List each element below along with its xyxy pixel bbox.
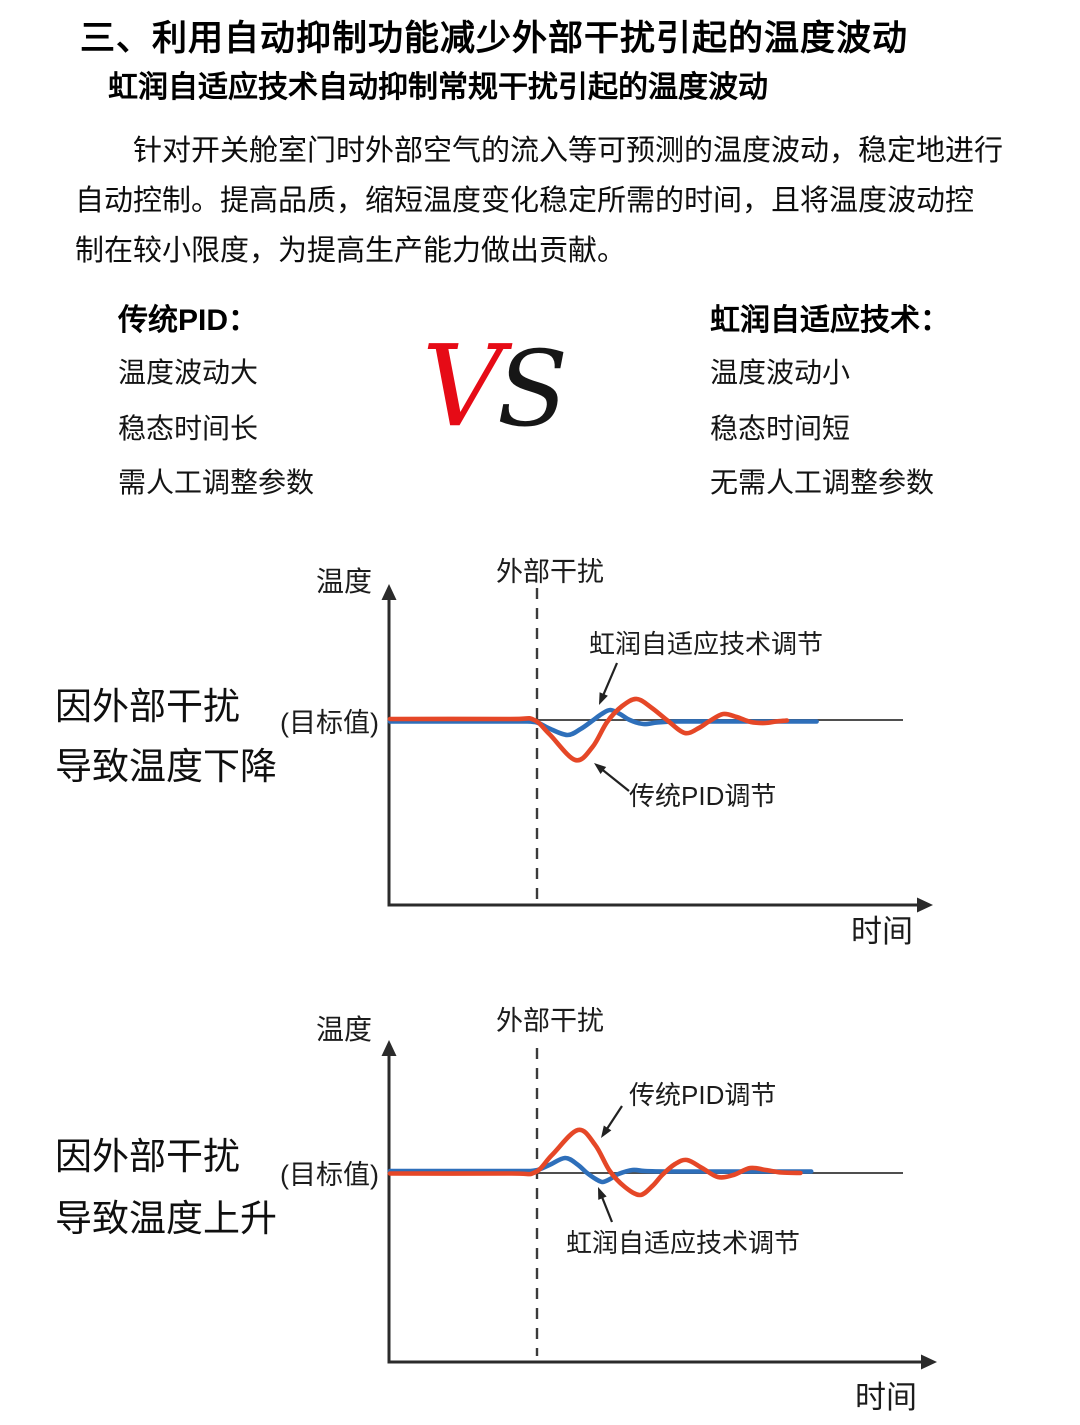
- annotation-arrow-line: [599, 1193, 614, 1223]
- traditional-pid-item: 稳态时间长: [118, 413, 259, 444]
- traditional-pid-heading: 传统PID：: [118, 304, 259, 337]
- adaptive-tech-item: 稳态时间短: [710, 413, 851, 444]
- chart2-pid-series-label: 传统PID调节: [629, 1080, 777, 1110]
- y-axis-arrowhead: [381, 1040, 397, 1056]
- chart2-side-caption-line1: 因外部干扰: [55, 1136, 240, 1177]
- annotation-arrow-line: [600, 662, 619, 699]
- intro-paragraph: 针对开关舱室门时外部空气的流入等可预测的温度波动，稳定地进行 自动控制。提高品质…: [75, 126, 1025, 276]
- chart1-side-caption-line2: 导致温度下降: [55, 746, 277, 787]
- vs-letter-s: S: [496, 328, 569, 450]
- pid-curve: [387, 1127, 803, 1198]
- annotation-arrow-head: [594, 763, 607, 775]
- intro-paragraph-line: 针对开关舱室门时外部空气的流入等可预测的温度波动，稳定地进行: [133, 135, 1004, 167]
- page-title: 三、利用自动抑制功能减少外部干扰引起的温度波动: [80, 19, 909, 58]
- chart1-pid-series-label: 传统PID调节: [629, 781, 777, 811]
- chart2-target-value-label: (目标值): [280, 1160, 379, 1190]
- annotation-arrow-head: [598, 1187, 607, 1200]
- adaptive-tech-heading: 虹润自适应技术：: [710, 304, 950, 337]
- intro-paragraph-line: 制在较小限度，为提高生产能力做出贡献。: [75, 235, 627, 267]
- chart1-x-axis-label: 时间: [851, 914, 913, 949]
- y-axis-arrowhead: [381, 584, 397, 600]
- chart2-side-caption-line2: 导致温度上升: [55, 1198, 277, 1239]
- annotation-arrow-line: [598, 766, 630, 792]
- chart2-x-axis-label: 时间: [855, 1380, 917, 1415]
- traditional-pid-item: 需人工调整参数: [118, 467, 315, 498]
- chart2-y-axis-label: 温度: [316, 1014, 373, 1045]
- chart1-side-caption-line1: 因外部干扰: [55, 686, 240, 727]
- chart2-adaptive-series-label: 虹润自适应技术调节: [566, 1228, 801, 1258]
- vs-letter-v: V: [422, 322, 503, 452]
- vs-glyph: VS: [422, 330, 568, 447]
- x-axis-arrowhead: [921, 1354, 937, 1370]
- section-subtitle: 虹润自适应技术自动抑制常规干扰引起的温度波动: [108, 71, 768, 104]
- pid-curve: [387, 696, 790, 763]
- x-axis-arrowhead: [917, 897, 933, 913]
- annotation-arrow-head: [601, 1125, 612, 1138]
- adaptive-tech-item: 温度波动小: [710, 357, 851, 388]
- chart2-disturbance-label: 外部干扰: [496, 1006, 604, 1036]
- traditional-pid-item: 温度波动大: [118, 357, 259, 388]
- chart1-y-axis-label: 温度: [316, 566, 373, 597]
- annotation-arrow-head: [599, 692, 608, 705]
- chart1-adaptive-series-label: 虹润自适应技术调节: [589, 629, 824, 659]
- intro-paragraph-line: 自动控制。提高品质，缩短温度变化稳定所需的时间，且将温度波动控: [75, 185, 975, 217]
- adaptive-tech-item: 无需人工调整参数: [710, 467, 935, 498]
- chart1-disturbance-label: 外部干扰: [496, 557, 604, 587]
- chart1-target-value-label: (目标值): [280, 708, 379, 738]
- annotation-arrow-line: [604, 1105, 623, 1133]
